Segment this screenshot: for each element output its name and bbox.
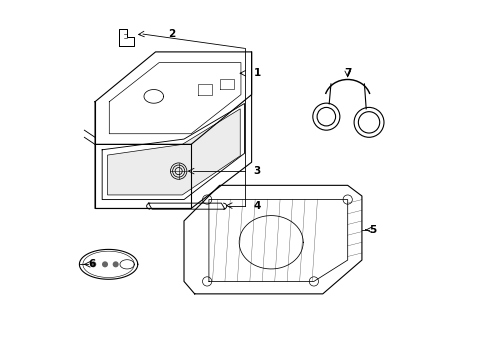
Circle shape (112, 261, 119, 267)
Text: 7: 7 (343, 68, 351, 78)
Circle shape (102, 261, 108, 267)
Text: 4: 4 (253, 201, 260, 211)
Circle shape (90, 261, 96, 267)
Polygon shape (107, 109, 240, 195)
Text: 3: 3 (253, 166, 260, 176)
Text: 5: 5 (369, 225, 376, 235)
Text: 6: 6 (88, 259, 96, 269)
Text: 1: 1 (253, 68, 260, 78)
Text: 2: 2 (167, 29, 175, 39)
